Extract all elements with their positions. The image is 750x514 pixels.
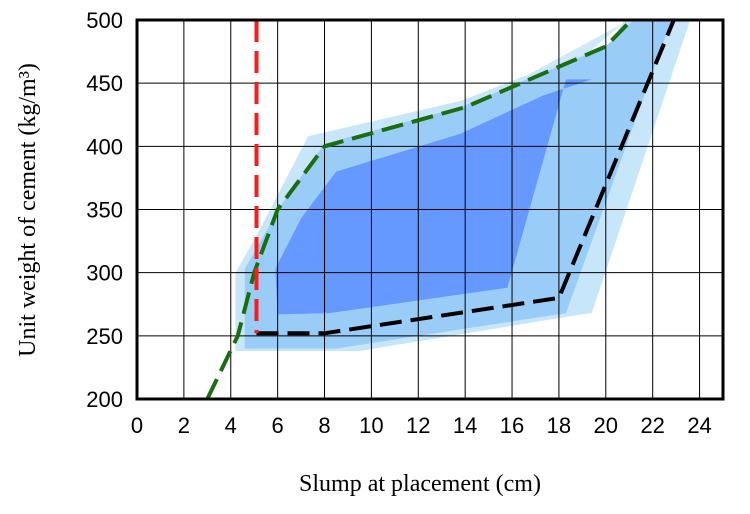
y-tick-label: 200 [86, 387, 123, 412]
x-tick-labels: 0 2 4 6 8 10 12 14 16 18 20 22 24 [131, 413, 712, 438]
y-tick-label: 350 [86, 198, 123, 223]
x-tick-label: 14 [453, 413, 477, 438]
y-tick-label: 250 [86, 324, 123, 349]
x-tick-label: 22 [640, 413, 664, 438]
lines-group [205, 20, 676, 399]
y-axis-title: Unit weight of cement (kg/m³) [15, 63, 41, 357]
region-inner [275, 79, 592, 315]
x-tick-label: 10 [359, 413, 383, 438]
plot-frame [135, 18, 725, 401]
y-tick-label: 400 [86, 134, 123, 159]
x-axis-title: Slump at placement (cm) [299, 471, 541, 497]
x-tick-label: 24 [687, 413, 711, 438]
x-tick-label: 18 [547, 413, 571, 438]
x-tick-label: 4 [225, 413, 237, 438]
x-tick-label: 12 [406, 413, 430, 438]
x-tick-label: 8 [318, 413, 330, 438]
x-tick-label: 6 [272, 413, 284, 438]
y-tick-label: 500 [86, 8, 123, 33]
y-tick-label: 450 [86, 71, 123, 96]
x-tick-label: 20 [594, 413, 618, 438]
plot-frame-group [135, 18, 725, 401]
y-tick-labels: 200 250 300 350 400 450 500 [86, 8, 123, 412]
x-tick-label: 0 [131, 413, 143, 438]
x-tick-label: 2 [178, 413, 190, 438]
series-line-2 [256, 20, 676, 336]
series-line-1 [205, 20, 635, 399]
y-tick-label: 300 [86, 261, 123, 286]
x-tick-label: 16 [500, 413, 524, 438]
regions-group [235, 20, 691, 351]
